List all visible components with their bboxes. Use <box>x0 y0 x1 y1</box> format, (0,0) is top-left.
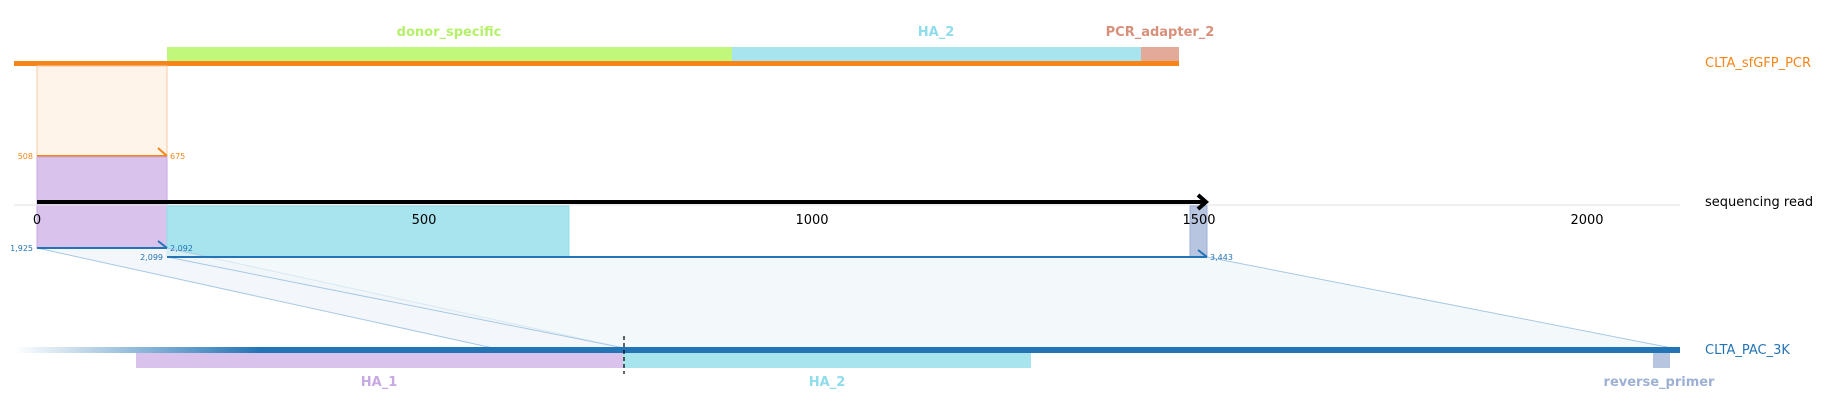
bottom-reference-name: CLTA_PAC_3K <box>1705 343 1790 358</box>
axis-ticks: 0 500 1000 1500 2000 <box>33 213 1604 228</box>
feature-ha2-bottom-bar <box>623 353 1031 368</box>
bottom-alignment-1-start: 1,925 <box>10 244 33 253</box>
axis-tick-0: 0 <box>33 213 41 228</box>
top-alignment-start: 508 <box>18 152 33 161</box>
feature-donor-specific-bar <box>167 47 732 61</box>
axis-tick-1500: 1500 <box>1182 213 1215 228</box>
read-reference-name: sequencing read <box>1705 195 1813 210</box>
top-alignment-arrow <box>157 147 168 157</box>
feature-pcr-adapter-2-label: PCR_adapter_2 <box>1106 25 1215 40</box>
feature-pcr-adapter-2-bar <box>1141 47 1179 61</box>
feature-ha1-bar <box>136 353 623 368</box>
feature-donor-specific-label: donor_specific <box>397 25 502 40</box>
top-reference-line <box>14 61 1179 66</box>
bottom-alignment-2-end: 3,443 <box>1210 253 1233 262</box>
bottom-alignment-1-arrow <box>157 240 168 249</box>
bottom-reference-line <box>260 347 1680 353</box>
top-reference-name: CLTA_sfGFP_PCR <box>1705 56 1811 71</box>
top-alignment-shade <box>36 65 168 157</box>
feature-ha2-bottom-label: HA_2 <box>809 375 846 390</box>
sequencing-read-arrowhead <box>1196 193 1210 211</box>
feature-ha2-top-label: HA_2 <box>918 25 955 40</box>
axis-tick-2000: 2000 <box>1570 213 1603 228</box>
bottom-alignment-1-end: 2,092 <box>170 244 193 253</box>
bottom-reference-fade <box>14 347 260 353</box>
bottom-alignment-2-arrow <box>1197 249 1208 258</box>
axis-tick-1000: 1000 <box>795 213 828 228</box>
feature-reverse-primer-bar <box>1653 353 1670 368</box>
top-alignment-end: 675 <box>170 152 185 161</box>
feature-ha1-label: HA_1 <box>361 375 398 390</box>
feature-ha2-top-bar <box>732 47 1141 61</box>
read-feature-ha2 <box>166 205 570 258</box>
feature-reverse-primer-label: reverse_primer <box>1604 375 1716 390</box>
bottom-alignment-2-start: 2,099 <box>140 253 163 262</box>
axis-tick-500: 500 <box>412 213 437 228</box>
